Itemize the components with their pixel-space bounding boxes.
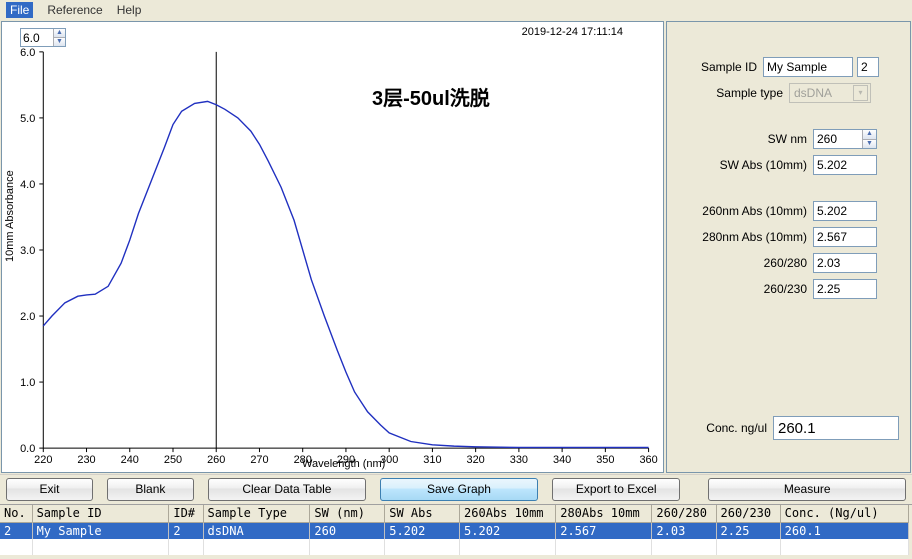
sample-id-input[interactable] <box>763 57 853 77</box>
svg-text:320: 320 <box>467 454 485 466</box>
sample-type-label: Sample type <box>667 86 783 100</box>
svg-text:300: 300 <box>380 454 398 466</box>
table-header[interactable]: SW Abs <box>385 505 460 522</box>
sw-nm-label: SW nm <box>667 132 807 146</box>
export-excel-button[interactable]: Export to Excel <box>552 478 680 501</box>
table-header[interactable]: Sample Type <box>203 505 310 522</box>
svg-text:3.0: 3.0 <box>20 245 35 257</box>
table-header[interactable]: 260/280 <box>652 505 716 522</box>
svg-text:290: 290 <box>337 454 355 466</box>
sw-nm-input[interactable] <box>814 130 862 148</box>
svg-text:0.0: 0.0 <box>20 443 35 455</box>
svg-text:230: 230 <box>77 454 95 466</box>
svg-text:270: 270 <box>250 454 268 466</box>
table-row <box>0 539 909 555</box>
a280-output <box>813 227 877 247</box>
sample-id-label: Sample ID <box>667 60 757 74</box>
menu-help[interactable]: Help <box>117 3 142 17</box>
blank-button[interactable]: Blank <box>107 478 194 501</box>
svg-text:360: 360 <box>639 454 657 466</box>
side-panel: Sample ID Sample type dsDNA ▾ SW nm ▲ ▼ … <box>666 21 911 473</box>
svg-text:240: 240 <box>121 454 139 466</box>
menu-bar: File Reference Help <box>0 0 912 20</box>
conc-label: Conc. ng/ul <box>667 421 767 435</box>
sample-type-combo: dsDNA ▾ <box>789 83 871 103</box>
svg-text:280: 280 <box>294 454 312 466</box>
svg-text:250: 250 <box>164 454 182 466</box>
spectrum-chart: 0.0 1.0 2.0 3.0 4.0 5.0 6.0 220 230 240 250 260 270 2… <box>2 22 663 472</box>
svg-text:220: 220 <box>34 454 52 466</box>
sw-abs-label: SW Abs (10mm) <box>667 158 807 172</box>
table-header[interactable]: 280Abs 10mm <box>556 505 652 522</box>
svg-text:4.0: 4.0 <box>20 179 35 191</box>
table-header[interactable]: No. <box>0 505 32 522</box>
chevron-down-icon: ▾ <box>853 85 868 101</box>
table-header[interactable]: Sample ID <box>32 505 169 522</box>
svg-text:1.0: 1.0 <box>20 377 35 389</box>
measure-button[interactable]: Measure <box>708 478 906 501</box>
sample-num-input[interactable] <box>857 57 879 77</box>
sw-nm-stepper[interactable]: ▲ ▼ <box>813 129 877 149</box>
table-header[interactable]: SW (nm) <box>310 505 385 522</box>
r260-280-label: 260/280 <box>667 256 807 270</box>
save-graph-button[interactable]: Save Graph <box>380 478 538 501</box>
r260-230-output <box>813 279 877 299</box>
svg-text:260: 260 <box>207 454 225 466</box>
exit-button[interactable]: Exit <box>6 478 93 501</box>
table-row[interactable]: 2My Sample2dsDNA2605.2025.2022.5672.032.… <box>0 522 909 539</box>
chart-pane: ▲ ▼ 2019-12-24 17:11:14 3层-50ul洗脱 10mm A… <box>1 21 664 473</box>
clear-table-button[interactable]: Clear Data Table <box>208 478 366 501</box>
a260-label: 260nm Abs (10mm) <box>667 204 807 218</box>
table-header[interactable]: 260Abs 10mm <box>460 505 556 522</box>
menu-reference[interactable]: Reference <box>47 3 102 17</box>
data-table[interactable]: No.Sample IDID#Sample TypeSW (nm)SW Abs2… <box>0 505 909 555</box>
table-header[interactable]: ID# <box>169 505 203 522</box>
svg-text:350: 350 <box>596 454 614 466</box>
sw-nm-up-icon[interactable]: ▲ <box>862 130 876 139</box>
r260-280-output <box>813 253 877 273</box>
data-table-wrap: No.Sample IDID#Sample TypeSW (nm)SW Abs2… <box>0 504 912 558</box>
a260-output <box>813 201 877 221</box>
svg-text:310: 310 <box>423 454 441 466</box>
table-header[interactable]: Conc. (Ng/ul) <box>780 505 908 522</box>
sw-abs-output <box>813 155 877 175</box>
button-bar: Exit Blank Clear Data Table Save Graph E… <box>0 474 912 504</box>
svg-text:330: 330 <box>510 454 528 466</box>
svg-text:340: 340 <box>553 454 571 466</box>
a280-label: 280nm Abs (10mm) <box>667 230 807 244</box>
table-header[interactable]: 260/230 <box>716 505 780 522</box>
r260-230-label: 260/230 <box>667 282 807 296</box>
menu-file[interactable]: File <box>6 2 33 18</box>
sample-type-value: dsDNA <box>794 86 832 100</box>
sw-nm-down-icon[interactable]: ▼ <box>862 139 876 149</box>
svg-text:5.0: 5.0 <box>20 113 35 125</box>
svg-text:2.0: 2.0 <box>20 311 35 323</box>
conc-output <box>773 416 899 440</box>
svg-text:6.0: 6.0 <box>20 47 35 59</box>
